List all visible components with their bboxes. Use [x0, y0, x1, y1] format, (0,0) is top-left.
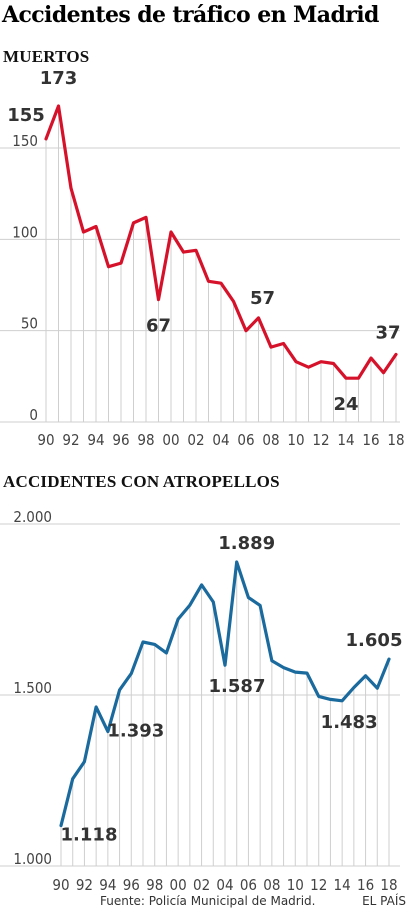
muertos-x-tick-label: 14 — [337, 431, 354, 449]
muertos-data-label: 155 — [7, 105, 45, 126]
atropellos-x-tick-label: 96 — [123, 876, 140, 894]
atropellos-x-tick-label: 18 — [380, 876, 397, 894]
chart-title-muertos: MUERTOS — [3, 47, 90, 66]
atropellos-y-tick-label: 1.000 — [13, 850, 52, 868]
atropellos-x-tick-label: 92 — [76, 876, 93, 894]
muertos-data-label: 67 — [146, 316, 171, 337]
atropellos-x-tick-label: 94 — [99, 876, 116, 894]
atropellos-data-label: 1.587 — [209, 676, 266, 697]
atropellos-y-tick-label: 2.000 — [13, 508, 52, 526]
footer: Fuente: Policía Municipal de Madrid. EL … — [0, 894, 414, 914]
muertos-x-tick-label: 16 — [362, 431, 379, 449]
atropellos-x-tick-label: 16 — [357, 876, 374, 894]
atropellos-data-label: 1.118 — [61, 825, 118, 846]
atropellos-x-tick-label: 02 — [193, 876, 210, 894]
muertos-y-tick-label: 50 — [21, 315, 38, 333]
atropellos-x-tick-label: 06 — [240, 876, 257, 894]
muertos-x-tick-label: 92 — [62, 431, 79, 449]
atropellos-data-label: 1.483 — [321, 712, 378, 733]
atropellos-x-tick-label: 90 — [52, 876, 69, 894]
atropellos-x-tick-label: 08 — [263, 876, 280, 894]
page-title: Accidentes de tráfico en Madrid — [2, 2, 379, 28]
muertos-data-label: 37 — [375, 322, 400, 343]
atropellos-x-tick-label: 98 — [146, 876, 163, 894]
atropellos-data-label: 1.393 — [107, 721, 164, 742]
atropellos-data-label: 1.889 — [218, 533, 275, 554]
muertos-x-tick-label: 08 — [262, 431, 279, 449]
atropellos-x-tick-label: 04 — [216, 876, 233, 894]
muertos-data-label: 173 — [40, 68, 78, 89]
atropellos-x-tick-label: 00 — [170, 876, 187, 894]
chart-title-atropellos: ACCIDENTES CON ATROPELLOS — [3, 472, 280, 491]
muertos-x-tick-label: 02 — [187, 431, 204, 449]
atropellos-x-tick-label: 14 — [334, 876, 351, 894]
muertos-x-tick-label: 98 — [137, 431, 154, 449]
muertos-x-tick-label: 12 — [312, 431, 329, 449]
muertos-x-tick-label: 04 — [212, 431, 229, 449]
muertos-x-tick-label: 18 — [387, 431, 404, 449]
muertos-x-tick-label: 90 — [37, 431, 54, 449]
source-note: Fuente: Policía Municipal de Madrid. — [100, 894, 316, 908]
atropellos-x-tick-label: 12 — [310, 876, 327, 894]
atropellos-x-tick-label: 10 — [287, 876, 304, 894]
atropellos-data-label: 1.605 — [346, 630, 403, 651]
muertos-x-tick-label: 06 — [237, 431, 254, 449]
muertos-x-tick-label: 96 — [112, 431, 129, 449]
muertos-chart: 0 50 100 150 90 92 94 96 98 00 02 04 06 08 10 12 14 16 18 1… — [0, 68, 405, 449]
muertos-y-tick-label: 100 — [12, 223, 38, 241]
brand-label: EL PAÍS — [362, 894, 406, 908]
muertos-x-tick-label: 00 — [162, 431, 179, 449]
muertos-x-tick-label: 94 — [87, 431, 104, 449]
muertos-data-label: 57 — [250, 288, 275, 309]
muertos-data-label: 24 — [333, 394, 358, 415]
muertos-x-tick-label: 10 — [287, 431, 304, 449]
muertos-y-tick-label: 0 — [29, 406, 38, 424]
atropellos-y-tick-label: 1.500 — [13, 679, 52, 697]
muertos-y-tick-label: 150 — [12, 132, 38, 150]
